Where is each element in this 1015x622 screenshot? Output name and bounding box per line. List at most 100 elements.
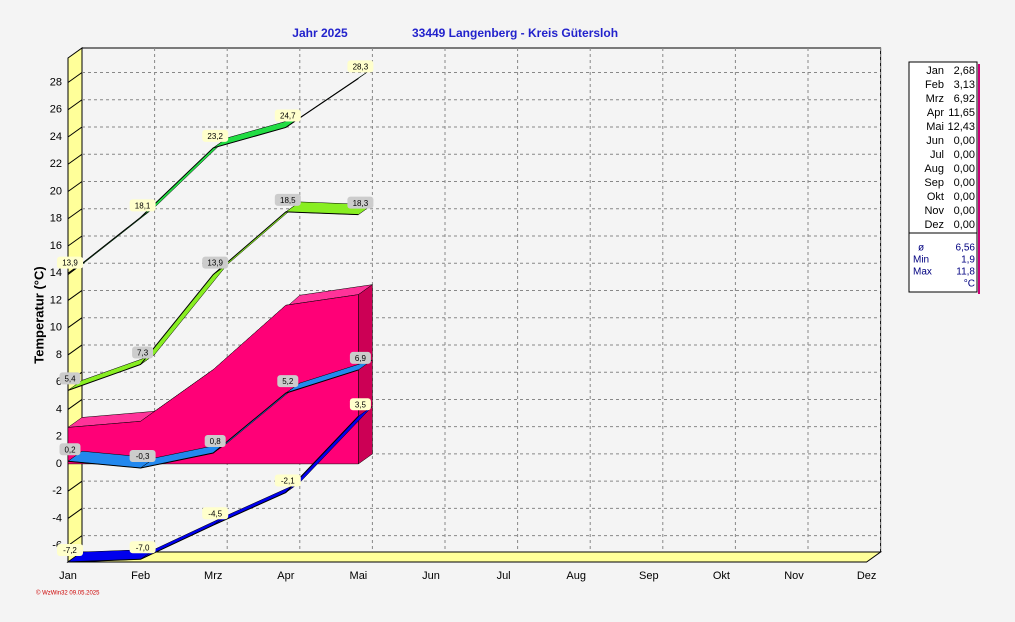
data-label-bg <box>347 196 374 209</box>
side-panel-shadow <box>978 64 980 294</box>
data-label: 5,2 <box>282 377 294 386</box>
side-stat-value: 6,56 <box>956 243 976 254</box>
data-label-bg <box>202 507 229 520</box>
series-line <box>67 415 359 563</box>
grid-line-wall <box>67 181 83 192</box>
grid-line-wall <box>67 535 83 547</box>
side-panel <box>908 61 978 293</box>
data-label: 24,7 <box>280 112 296 121</box>
data-label: 0,8 <box>210 437 222 446</box>
side-value: 11,65 <box>948 107 975 119</box>
floor <box>66 551 883 563</box>
side-month: Nov <box>924 205 944 217</box>
data-label: 5,4 <box>64 374 76 383</box>
y-tick-label: 6 <box>56 376 62 388</box>
area <box>67 294 359 465</box>
data-label: -2,1 <box>281 477 295 486</box>
chart-title: Jahr 2025 <box>292 26 348 40</box>
x-tick-label: Nov <box>784 570 804 582</box>
grid-line-wall <box>67 208 83 220</box>
area-side <box>358 284 373 465</box>
side-value: 0,00 <box>954 149 975 161</box>
grid-line-wall <box>67 153 83 165</box>
data-label: 18,5 <box>280 196 296 205</box>
side-month: Jun <box>926 135 944 147</box>
grid-line-wall <box>67 508 83 519</box>
data-label: -4,5 <box>208 509 222 518</box>
side-stat-value: 11,8 <box>956 267 975 278</box>
data-label: -7,2 <box>63 546 77 555</box>
y-tick-label: 14 <box>50 267 62 279</box>
data-label-bg <box>59 443 81 456</box>
data-label-bg <box>349 398 371 411</box>
data-label-bg <box>57 544 83 556</box>
y-tick-label: 12 <box>50 294 62 306</box>
side-value: 0,00 <box>954 177 975 189</box>
side-month: Mrz <box>926 93 944 105</box>
series-line <box>67 211 359 391</box>
data-label-bg <box>202 256 229 269</box>
data-label-bg <box>129 541 156 554</box>
data-label: 23,2 <box>207 132 223 141</box>
data-label: -7,0 <box>136 543 150 552</box>
side-month: Mai <box>926 121 944 133</box>
grid-line-wall <box>67 72 83 83</box>
grid-line-wall <box>67 317 83 329</box>
side-month: Dez <box>924 219 944 231</box>
left-wall <box>67 47 83 563</box>
side-month: Feb <box>925 79 944 91</box>
y-axis-label: Temperatur (°C) <box>31 266 46 363</box>
data-label-bg <box>129 199 156 212</box>
data-label-bg <box>274 193 301 206</box>
side-month: Sep <box>924 177 944 189</box>
y-tick-label: 4 <box>56 403 62 415</box>
side-value: 12,43 <box>947 121 975 133</box>
data-label: 13,9 <box>62 259 78 268</box>
x-tick-label: Feb <box>131 570 150 582</box>
side-month: Apr <box>927 107 944 119</box>
y-tick-label: 20 <box>50 185 62 197</box>
data-label: 6,9 <box>355 354 367 363</box>
side-month: Okt <box>927 191 944 203</box>
data-label: 28,3 <box>353 63 369 72</box>
data-label: 7,3 <box>137 349 149 358</box>
x-tick-label: Mai <box>350 570 368 582</box>
series-line <box>67 78 359 275</box>
x-tick-label: Sep <box>639 570 659 582</box>
side-stat-label: Max <box>913 267 932 278</box>
grid-line-wall <box>67 290 83 301</box>
side-value: 6,92 <box>954 93 975 105</box>
data-label: 0,2 <box>64 445 76 454</box>
data-label-bg <box>202 129 229 142</box>
side-month: Aug <box>924 163 944 175</box>
series-line <box>67 369 359 469</box>
grid-line-wall <box>67 399 83 410</box>
x-tick-label: Jan <box>59 570 77 582</box>
data-label-bg <box>129 450 156 463</box>
side-value: 0,00 <box>954 163 975 175</box>
side-month: Jan <box>926 65 944 77</box>
data-label-bg <box>57 256 83 269</box>
y-tick-label: 16 <box>50 240 62 252</box>
grid-line-wall <box>67 235 83 247</box>
back-wall <box>81 47 882 553</box>
grid-line-wall <box>67 344 83 356</box>
side-stat-value: 1,9 <box>961 255 975 266</box>
side-value: 3,13 <box>954 79 975 91</box>
y-tick-label: 2 <box>56 431 62 443</box>
y-tick-label: -6 <box>52 540 62 552</box>
grid-line-wall <box>67 126 83 138</box>
data-label-bg <box>277 375 299 388</box>
data-label-bg <box>204 435 226 448</box>
y-tick-label: 22 <box>50 158 62 170</box>
grid-line-wall <box>67 480 83 492</box>
side-month: Jul <box>930 149 944 161</box>
data-label: 18,3 <box>353 199 369 208</box>
y-tick-label: -2 <box>52 485 62 497</box>
data-label-bg <box>274 474 301 487</box>
side-stat-label: ø <box>918 243 924 254</box>
side-value: 0,00 <box>954 191 975 203</box>
grid-line-wall <box>67 99 83 111</box>
data-label-bg <box>349 351 371 364</box>
